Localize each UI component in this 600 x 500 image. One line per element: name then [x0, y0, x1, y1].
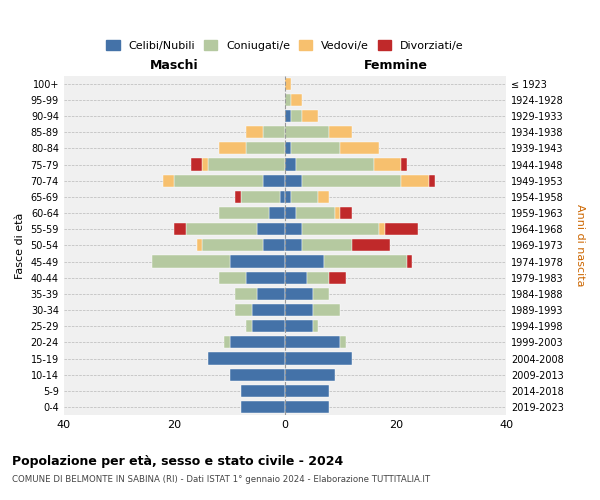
Bar [219, 272, 247, 284]
Bar [230, 368, 285, 381]
Bar [175, 174, 263, 187]
Bar [313, 320, 319, 332]
Bar [219, 142, 247, 154]
Y-axis label: Fasce di età: Fasce di età [15, 212, 25, 278]
Bar [285, 126, 329, 138]
Bar [329, 126, 352, 138]
Bar [285, 94, 290, 106]
Bar [285, 240, 302, 252]
Bar [429, 174, 434, 187]
Bar [313, 304, 340, 316]
Bar [401, 174, 429, 187]
Bar [230, 256, 285, 268]
Bar [329, 272, 346, 284]
Bar [230, 336, 285, 348]
Bar [247, 126, 263, 138]
Bar [285, 142, 290, 154]
Bar [374, 158, 401, 170]
Bar [340, 142, 379, 154]
Bar [152, 256, 230, 268]
Bar [324, 256, 407, 268]
Bar [296, 207, 335, 219]
Bar [385, 223, 418, 235]
Bar [252, 320, 285, 332]
Bar [302, 240, 352, 252]
Bar [247, 320, 252, 332]
Bar [290, 191, 319, 203]
Bar [335, 207, 340, 219]
Bar [241, 191, 280, 203]
Text: COMUNE DI BELMONTE IN SABINA (RI) - Dati ISTAT 1° gennaio 2024 - Elaborazione TU: COMUNE DI BELMONTE IN SABINA (RI) - Dati… [12, 475, 430, 484]
Bar [285, 304, 313, 316]
Bar [175, 223, 185, 235]
Text: Popolazione per età, sesso e stato civile - 2024: Popolazione per età, sesso e stato civil… [12, 455, 343, 468]
Bar [208, 158, 285, 170]
Bar [185, 223, 257, 235]
Bar [247, 272, 285, 284]
Bar [285, 78, 290, 90]
Bar [285, 110, 290, 122]
Bar [296, 158, 374, 170]
Bar [241, 385, 285, 397]
Legend: Celibi/Nubili, Coniugati/e, Vedovi/e, Divorziati/e: Celibi/Nubili, Coniugati/e, Vedovi/e, Di… [106, 40, 464, 51]
Bar [191, 158, 202, 170]
Bar [202, 158, 208, 170]
Bar [290, 142, 340, 154]
Bar [285, 272, 307, 284]
Bar [263, 174, 285, 187]
Bar [285, 401, 329, 413]
Bar [379, 223, 385, 235]
Bar [235, 191, 241, 203]
Bar [219, 207, 269, 219]
Text: Femmine: Femmine [364, 60, 428, 72]
Bar [307, 272, 329, 284]
Bar [290, 110, 302, 122]
Bar [313, 288, 329, 300]
Bar [263, 126, 285, 138]
Bar [197, 240, 202, 252]
Bar [290, 94, 302, 106]
Bar [285, 158, 296, 170]
Bar [352, 240, 390, 252]
Bar [285, 368, 335, 381]
Bar [224, 336, 230, 348]
Bar [208, 352, 285, 364]
Bar [235, 288, 257, 300]
Bar [319, 191, 329, 203]
Bar [302, 223, 379, 235]
Bar [202, 240, 263, 252]
Bar [285, 223, 302, 235]
Bar [285, 256, 324, 268]
Bar [340, 207, 352, 219]
Bar [302, 174, 401, 187]
Text: Maschi: Maschi [150, 60, 199, 72]
Bar [235, 304, 252, 316]
Bar [285, 320, 313, 332]
Bar [263, 240, 285, 252]
Bar [163, 174, 175, 187]
Bar [280, 191, 285, 203]
Bar [285, 288, 313, 300]
Bar [247, 142, 285, 154]
Bar [285, 174, 302, 187]
Bar [269, 207, 285, 219]
Bar [401, 158, 407, 170]
Bar [302, 110, 319, 122]
Bar [285, 191, 290, 203]
Y-axis label: Anni di nascita: Anni di nascita [575, 204, 585, 286]
Bar [285, 336, 340, 348]
Bar [340, 336, 346, 348]
Bar [285, 352, 352, 364]
Bar [241, 401, 285, 413]
Bar [252, 304, 285, 316]
Bar [285, 385, 329, 397]
Bar [257, 223, 285, 235]
Bar [285, 207, 296, 219]
Bar [257, 288, 285, 300]
Bar [407, 256, 412, 268]
